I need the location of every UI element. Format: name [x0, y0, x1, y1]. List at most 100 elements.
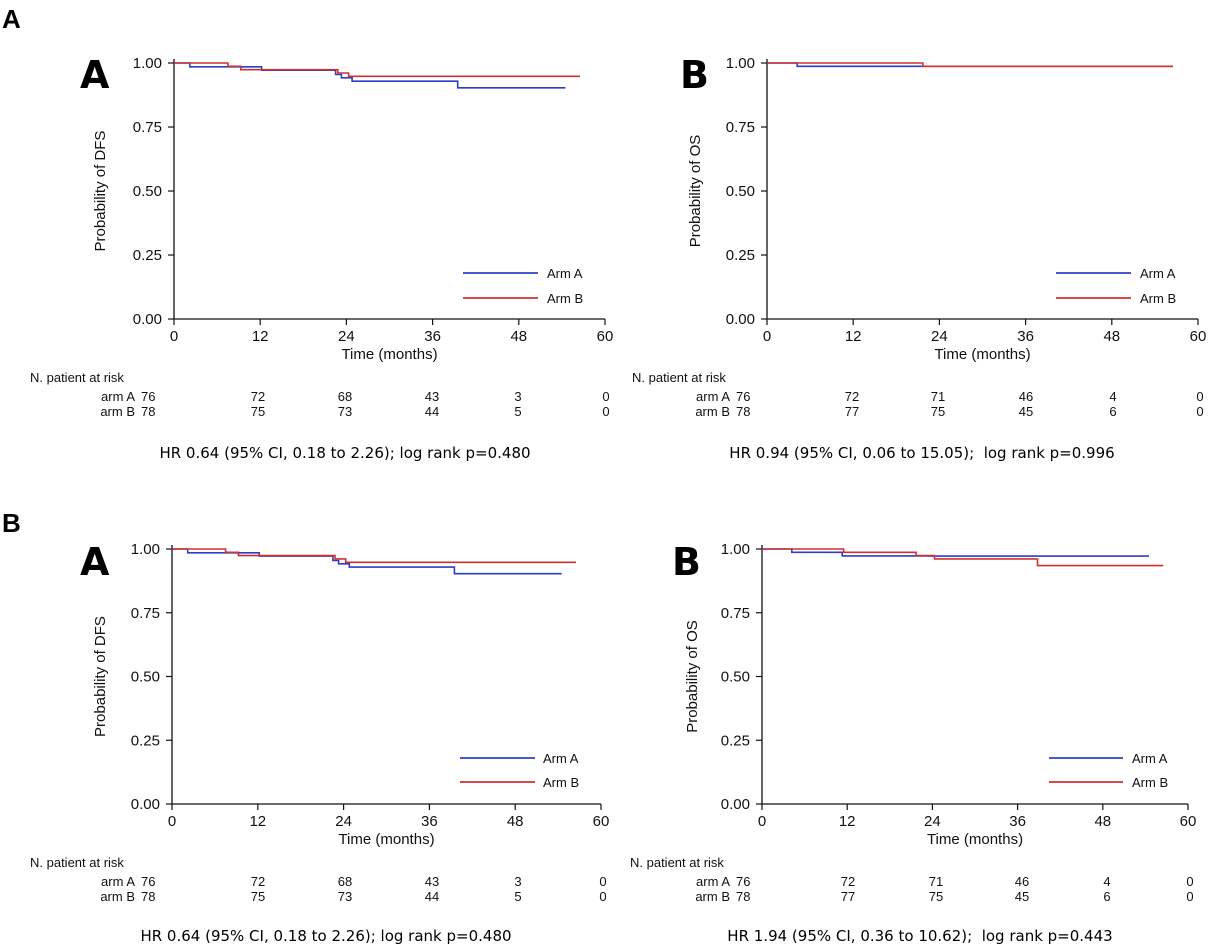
chart1-risk-value: 44: [425, 404, 439, 419]
chart2-x-tick-label: 12: [845, 328, 862, 345]
chart2-x-axis-label: Time (months): [934, 346, 1030, 363]
chart2-risk-value: 75: [931, 404, 945, 419]
chart3-risk-value: 75: [251, 889, 265, 904]
chart3-series-arm-b-line: [172, 548, 576, 564]
chart1-y-tick-label: 0.00: [133, 311, 162, 328]
chart2-panel-letter: B: [680, 53, 709, 97]
chart1-series-arm-a-line: [174, 62, 566, 89]
chart3-risk-value: 68: [338, 874, 352, 889]
chart2-risk-value: 77: [845, 404, 859, 419]
chart2-risk-row-label: arm B: [695, 404, 730, 419]
chart2-legend-label-arm-b: Arm B: [1140, 291, 1176, 306]
chart2-risk-row-label: arm A: [696, 389, 730, 404]
chart4-x-axis-label: Time (months): [927, 831, 1023, 848]
chart3-risk-value: 73: [338, 889, 352, 904]
chart2-risk-value: 76: [736, 389, 750, 404]
chart2-x-tick-label: 60: [1190, 328, 1207, 345]
chart1-risk-value: 78: [141, 404, 155, 419]
chart3-x-tick-label: 0: [168, 813, 176, 830]
chart3-risk-row-label: arm A: [101, 874, 135, 889]
chart3-risk-value: 0: [599, 874, 606, 889]
chart1-risk-value: 43: [425, 389, 439, 404]
chart1-legend-label-arm-b: Arm B: [547, 291, 583, 306]
chart2-y-axis-label: Probability of OS: [687, 135, 704, 248]
chart2-y-tick-label: 0.00: [726, 311, 755, 328]
chart3-risk-value: 44: [425, 889, 439, 904]
chart2-risk-value: 78: [736, 404, 750, 419]
chart4-y-axis-label: Probability of OS: [684, 620, 701, 733]
chart3-risk-table-header: N. patient at risk: [30, 855, 124, 870]
chart4-risk-value: 4: [1103, 874, 1110, 889]
chart1-y-tick-label: 0.75: [133, 119, 162, 136]
chart2-legend-label-arm-a: Arm A: [1140, 266, 1176, 281]
chart1-x-tick-label: 48: [510, 328, 527, 345]
chart1-risk-value: 0: [602, 404, 609, 419]
chart3-x-tick-label: 24: [335, 813, 352, 830]
chart2-x-tick-label: 36: [1017, 328, 1034, 345]
chart2-risk-value: 0: [1196, 389, 1203, 404]
chart4-x-tick-label: 24: [924, 813, 941, 830]
figure-label-top: A: [2, 4, 21, 34]
chart3-risk-value: 5: [514, 889, 521, 904]
chart1-x-tick-label: 60: [597, 328, 614, 345]
chart2-y-tick-label: 1.00: [726, 55, 755, 72]
chart3-legend-label-arm-b: Arm B: [543, 775, 579, 790]
chart1-risk-table-header: N. patient at risk: [30, 370, 124, 385]
chart3-y-tick-label: 0.25: [131, 732, 160, 749]
chart2-hazard-ratio-text: HR 0.94 (95% CI, 0.06 to 15.05); log ran…: [729, 444, 1114, 462]
chart1-risk-value: 68: [338, 389, 352, 404]
chart3-x-tick-label: 36: [421, 813, 438, 830]
chart1-x-tick-label: 36: [424, 328, 441, 345]
chart3-x-tick-label: 60: [593, 813, 610, 830]
chart3-risk-value: 76: [141, 874, 155, 889]
chart4-y-tick-label: 1.00: [721, 541, 750, 558]
chart4-risk-row-label: arm A: [696, 874, 730, 889]
chart4-risk-value: 6: [1103, 889, 1110, 904]
chart1-risk-value: 75: [251, 404, 265, 419]
chart1-risk-row-label: arm B: [100, 404, 135, 419]
chart3-y-tick-label: 0.50: [131, 669, 160, 686]
chart3-x-tick-label: 48: [507, 813, 524, 830]
chart4-risk-value: 77: [841, 889, 855, 904]
chart3-risk-value: 0: [599, 889, 606, 904]
chart1-y-axis-label: Probability of DFS: [92, 131, 109, 252]
chart3-panel-letter: A: [80, 540, 110, 584]
chart4-panel-letter: B: [672, 540, 701, 584]
chart1-y-tick-label: 0.50: [133, 183, 162, 200]
chart1-risk-value: 72: [251, 389, 265, 404]
chart3-risk-value: 43: [425, 874, 439, 889]
chart1-hazard-ratio-text: HR 0.64 (95% CI, 0.18 to 2.26); log rank…: [159, 444, 530, 462]
chart3-risk-value: 3: [514, 874, 521, 889]
chart2-risk-table-header: N. patient at risk: [632, 370, 726, 385]
chart1-x-axis-label: Time (months): [341, 346, 437, 363]
chart4-x-tick-label: 36: [1009, 813, 1026, 830]
chart4-legend-label-arm-a: Arm A: [1132, 751, 1168, 766]
chart3-legend-label-arm-a: Arm A: [543, 751, 579, 766]
chart4-y-tick-label: 0.50: [721, 669, 750, 686]
chart1-x-tick-label: 0: [170, 328, 178, 345]
chart2-risk-value: 4: [1109, 389, 1116, 404]
chart1-y-tick-label: 0.25: [133, 247, 162, 264]
chart2-x-tick-label: 0: [763, 328, 771, 345]
chart4-y-tick-label: 0.75: [721, 605, 750, 622]
chart3-y-tick-label: 0.75: [131, 605, 160, 622]
chart2-risk-value: 6: [1109, 404, 1116, 419]
chart3-series-arm-a-line: [172, 548, 562, 575]
chart1-y-tick-label: 1.00: [133, 55, 162, 72]
chart4-series-arm-b-line: [762, 548, 1164, 567]
chart4-risk-value: 75: [929, 889, 943, 904]
chart3-y-axis-label: Probability of DFS: [92, 616, 109, 737]
chart4-x-tick-label: 0: [758, 813, 766, 830]
chart4-risk-table-header: N. patient at risk: [630, 855, 724, 870]
chart4-x-tick-label: 12: [839, 813, 856, 830]
chart2-y-tick-label: 0.25: [726, 247, 755, 264]
chart1-risk-value: 73: [338, 404, 352, 419]
chart3-risk-row-label: arm B: [100, 889, 135, 904]
chart1-risk-value: 0: [602, 389, 609, 404]
chart2-risk-value: 0: [1196, 404, 1203, 419]
chart2-risk-value: 46: [1019, 389, 1033, 404]
chart4-risk-value: 76: [736, 874, 750, 889]
chart1-risk-value: 3: [514, 389, 521, 404]
chart4-risk-value: 71: [929, 874, 943, 889]
